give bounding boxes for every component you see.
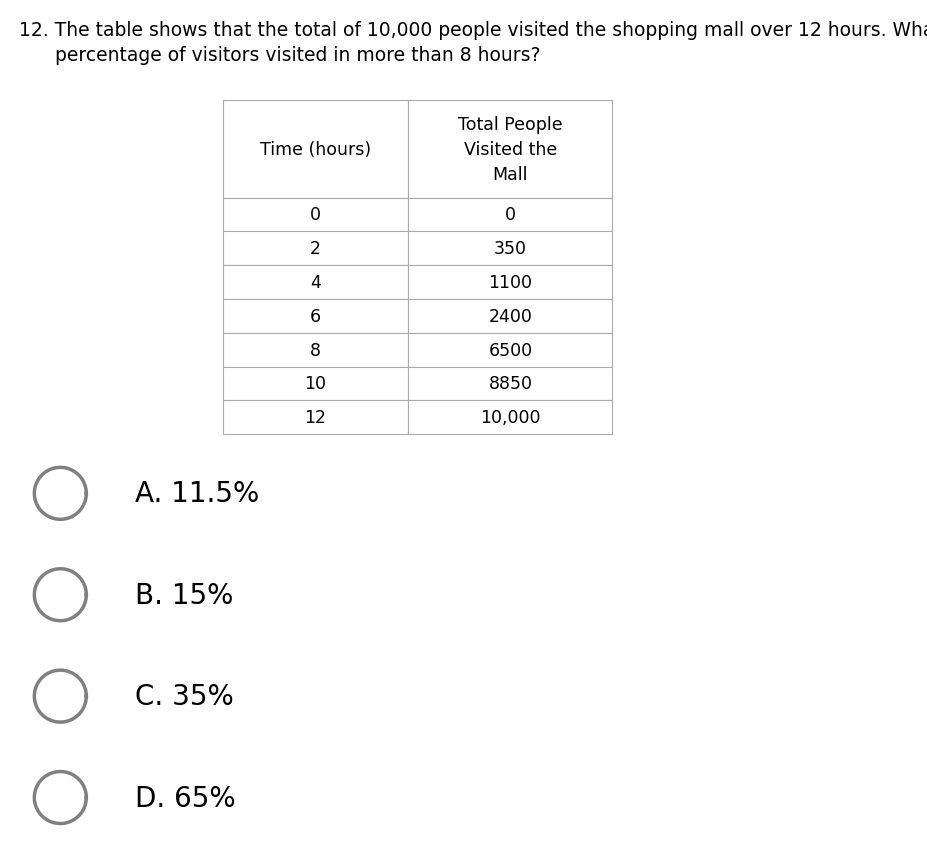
Bar	[222, 401, 408, 435]
Text: 10: 10	[304, 375, 326, 393]
Bar	[222, 300, 408, 333]
Bar	[408, 232, 612, 266]
Text: 8: 8	[310, 341, 321, 360]
Text: A. 11.5%: A. 11.5%	[134, 479, 259, 508]
Text: 6500: 6500	[488, 341, 532, 360]
Bar	[408, 367, 612, 401]
Bar	[222, 367, 408, 401]
Bar	[408, 266, 612, 300]
Text: 0: 0	[504, 206, 515, 225]
Text: 8850: 8850	[488, 375, 532, 393]
Bar	[408, 101, 612, 198]
Bar	[222, 101, 408, 198]
Text: 10,000: 10,000	[479, 408, 540, 427]
Text: percentage of visitors visited in more than 8 hours?: percentage of visitors visited in more t…	[19, 46, 540, 65]
Bar	[408, 401, 612, 435]
Text: 2: 2	[310, 240, 321, 258]
Text: 12. The table shows that the total of 10,000 people visited the shopping mall ov: 12. The table shows that the total of 10…	[19, 21, 927, 40]
Bar	[222, 266, 408, 300]
Bar	[408, 300, 612, 333]
Text: 4: 4	[310, 273, 321, 292]
Text: Time (hours): Time (hours)	[260, 141, 371, 159]
Text: C. 35%: C. 35%	[134, 682, 233, 711]
Text: 350: 350	[493, 240, 527, 258]
Text: Total People
Visited the
Mall: Total People Visited the Mall	[458, 116, 562, 184]
Text: 12: 12	[304, 408, 326, 427]
Text: D. 65%: D. 65%	[134, 783, 235, 812]
Bar	[222, 232, 408, 266]
Text: 0: 0	[310, 206, 321, 225]
Text: 6: 6	[310, 307, 321, 326]
Text: 2400: 2400	[488, 307, 532, 326]
Bar	[222, 333, 408, 367]
Text: B. 15%: B. 15%	[134, 581, 233, 609]
Bar	[408, 333, 612, 367]
Bar	[408, 198, 612, 232]
Text: 1100: 1100	[488, 273, 532, 292]
Bar	[222, 198, 408, 232]
